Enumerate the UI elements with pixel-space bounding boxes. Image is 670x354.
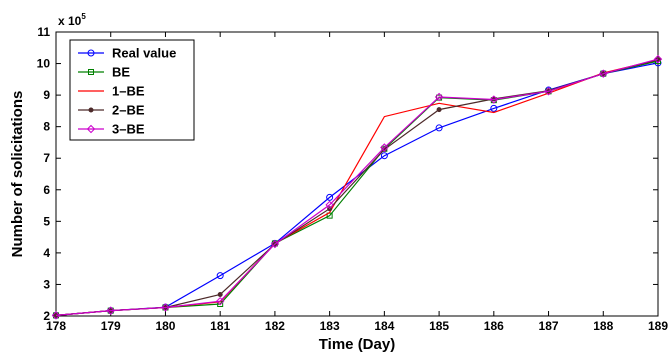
legend-label: 2–BE [112,103,145,118]
legend-item: BE [78,65,130,80]
data-point [653,54,663,64]
y-tick-label: 5 [43,214,50,228]
legend-box [69,39,195,141]
y-tick-label: 6 [43,183,50,197]
series-line [55,58,659,316]
data-point [490,104,498,112]
data-point [217,292,223,298]
legend-label: 1–BE [112,84,145,99]
legend: Real value BE 1–BE 2–BE 3–BE [69,39,195,141]
x-tick-label: 182 [265,319,285,333]
legend-label: 3–BE [112,122,145,137]
y-tick-label: 2 [43,309,50,323]
data-point [435,124,443,132]
axis-ticks: 178 179 180 181 182 183 184 185 186 187 188 189 2 3 4 5… [37,25,669,333]
data-point [216,272,224,280]
x-tick-label: 189 [648,319,668,333]
data-point [489,95,499,104]
x-tick-label: 180 [155,319,175,333]
x-tick-label: 179 [101,319,121,333]
data-point [434,92,444,102]
y-multiplier-base: x 10 [58,14,82,28]
data-point [325,200,334,210]
series-4 [51,54,663,320]
data-point [544,87,553,96]
data-point [380,143,389,152]
y-tick-label: 8 [43,120,50,134]
x-tick-label: 183 [320,319,340,333]
legend-swatch-marker [87,49,95,57]
legend-item: 3–BE [78,122,145,137]
y-multiplier-exponent: 5 [81,12,86,21]
x-tick-label: 186 [484,319,504,333]
x-tick-label: 188 [593,319,613,333]
data-point [599,69,608,78]
y-tick-label: 9 [43,88,50,102]
legend-swatch-marker [86,124,96,134]
y-multiplier-label: x 105 [58,12,86,28]
data-point [380,152,388,160]
data-point [326,193,334,201]
y-tick-label: 10 [37,57,51,71]
data-point [270,239,280,249]
y-tick-label: 4 [43,246,50,260]
legend-item: Real value [78,46,176,61]
y-tick-label: 7 [43,151,50,165]
legend-swatch-marker [88,69,94,75]
legend-item: 1–BE [78,84,145,99]
legend-label: Real value [112,46,176,61]
legend-item: 2–BE [78,103,145,118]
x-tick-label: 178 [46,319,66,333]
legend-label: BE [112,65,130,80]
data-point [436,107,442,113]
y-axis-label: Number of solicitations [9,91,26,258]
data-point [161,303,170,312]
x-tick-label: 184 [374,319,394,333]
x-tick-label: 187 [539,319,559,333]
series-layer [51,54,663,320]
y-tick-label: 3 [43,277,50,291]
data-point [51,311,61,320]
x-tick-label: 181 [210,319,230,333]
x-tick-label: 185 [429,319,449,333]
y-tick-label: 11 [37,25,50,39]
data-point [215,296,225,306]
data-point [106,306,115,315]
legend-swatch-marker [88,107,94,113]
x-axis-label: Time (Day) [319,336,395,353]
